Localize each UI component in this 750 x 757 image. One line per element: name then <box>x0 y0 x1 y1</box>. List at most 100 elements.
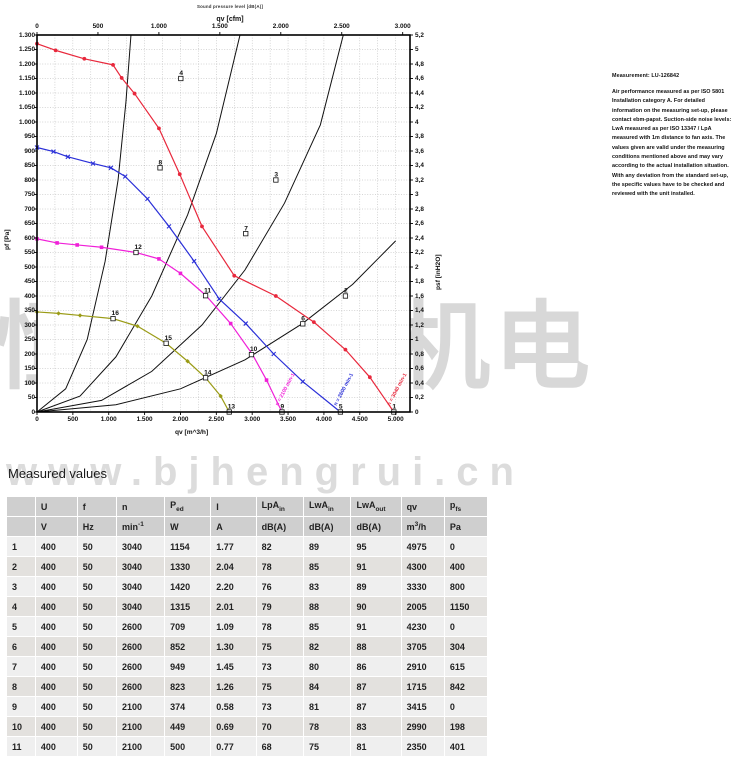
ytick-label-left: 150 <box>24 365 35 373</box>
cell-lwaout: 91 <box>350 616 402 637</box>
unit-i: A <box>210 516 257 537</box>
cell-idx: 8 <box>6 676 36 697</box>
operating-point-marker <box>248 351 255 358</box>
ytick-label-right: 2,8 <box>415 205 424 213</box>
cell-u: 400 <box>34 596 78 617</box>
col-lpa-in: LpAin <box>255 496 305 517</box>
ytick-label-left: 400 <box>24 292 35 300</box>
ytick-label-left: 1.250 <box>19 46 35 54</box>
unit-lpa-in: dB(A) <box>255 516 305 537</box>
cell-pfs: 0 <box>443 536 489 557</box>
xtick-label-bottom: 5.000 <box>387 416 404 423</box>
cell-n: 3040 <box>116 576 166 597</box>
cell-pfs: 304 <box>443 636 489 657</box>
operating-point-marker <box>133 249 139 256</box>
cell-lwain: 83 <box>302 576 352 597</box>
marker-point <box>191 258 197 264</box>
cell-pfs: 800 <box>443 576 489 597</box>
cell-u: 400 <box>34 576 78 597</box>
col-index <box>6 496 36 517</box>
ytick-label-left: 200 <box>24 350 35 358</box>
table-row: 3 400 50 3040 1420 2.20 76 83 89 3330 800 <box>6 576 489 597</box>
cell-qv: 3415 <box>400 696 445 717</box>
bottom-axis-title: qv [m^3/h] <box>175 429 209 436</box>
ytick-label-right: 1,2 <box>415 321 424 329</box>
ytick-label-right: 3 <box>415 191 419 199</box>
ytick-label-left: 1.100 <box>19 89 35 97</box>
cell-i: 2.20 <box>210 576 257 597</box>
unit-p-fs: Pa <box>443 516 489 537</box>
cell-p: 449 <box>164 716 212 737</box>
cell-u: 400 <box>34 736 78 757</box>
cell-u: 400 <box>34 536 78 557</box>
ytick-label-left: 1.300 <box>19 31 35 39</box>
table-body: 1 400 50 3040 1154 1.77 82 89 95 4975 0 2 400 50 3040 1… <box>6 536 489 757</box>
cell-lwaout: 88 <box>350 636 402 657</box>
cell-f: 50 <box>76 576 118 597</box>
xtick-label-bottom: 4.500 <box>351 416 368 423</box>
cell-n: 2600 <box>116 656 166 677</box>
table-row: 5 400 50 2600 709 1.09 78 85 91 4230 0 <box>6 616 489 637</box>
cell-idx: 3 <box>6 576 36 597</box>
marker-point <box>343 347 348 352</box>
cell-f: 50 <box>76 716 118 737</box>
marker-point <box>200 224 204 229</box>
marker-point <box>65 154 71 160</box>
operating-point-marker <box>300 321 306 327</box>
xtick-label-bottom: 2.000 <box>172 416 189 423</box>
operating-point-label: 6 <box>301 315 305 322</box>
ytick-label-right: 0 <box>415 408 419 416</box>
ytick-label-left: 500 <box>24 263 35 271</box>
ytick-label-right: 5,2 <box>415 31 424 39</box>
left-axis-title: pf [Pa] <box>4 229 11 250</box>
cell-idx: 4 <box>6 596 36 617</box>
col-n: n <box>116 496 166 517</box>
xtick-label-bottom: 3.000 <box>244 416 261 423</box>
cell-f: 50 <box>76 556 118 577</box>
operating-point-marker <box>202 375 209 381</box>
cell-lpain: 82 <box>255 536 305 557</box>
cell-pfs: 198 <box>443 716 489 737</box>
unit-f: Hz <box>76 516 118 537</box>
ytick-label-left: 1.050 <box>19 104 35 112</box>
cell-idx: 9 <box>6 696 36 717</box>
operating-point-label: 4 <box>179 70 183 77</box>
marker-point <box>55 241 59 245</box>
marker-point <box>56 311 61 316</box>
cell-i: 1.45 <box>210 656 257 677</box>
col-lwa-in: LwAin <box>302 496 352 517</box>
cell-qv: 2005 <box>400 596 445 617</box>
top-axis-title: qv [cfm] <box>216 16 244 23</box>
cell-i: 0.69 <box>210 716 257 737</box>
cell-f: 50 <box>76 696 118 717</box>
right-axis-title: psf [inH2O] <box>435 254 442 290</box>
operating-point-label: 7 <box>244 225 248 232</box>
cell-lwain: 84 <box>302 676 352 697</box>
operating-point-label: 9 <box>280 404 284 411</box>
marker-point <box>218 393 223 399</box>
cell-lpain: 78 <box>255 556 305 577</box>
fan-curve-1 <box>36 146 341 413</box>
ytick-label-right: 4,4 <box>415 89 424 97</box>
xtick-label-top: 500 <box>92 23 104 30</box>
cell-i: 2.01 <box>210 596 257 617</box>
unit-qv: m3/h <box>400 516 445 537</box>
xtick-label-top: 0 <box>35 23 39 30</box>
ytick-label-right: 0,2 <box>415 394 424 402</box>
operating-point-label: 5 <box>339 404 343 411</box>
cell-i: 1.09 <box>210 616 257 637</box>
xtick-label-top: 1.000 <box>150 23 167 30</box>
ytick-label-left: 300 <box>24 321 35 329</box>
ytick-label-left: 750 <box>24 191 35 199</box>
ytick-label-right: 4,2 <box>415 104 424 112</box>
marker-point <box>99 245 104 250</box>
cell-p: 374 <box>164 696 212 717</box>
xtick-label-top: 3.000 <box>394 23 411 30</box>
cell-i: 2.04 <box>210 556 257 577</box>
ytick-label-right: 1,6 <box>415 292 424 300</box>
measurement-note-body: Air performance measured as per ISO 5801… <box>612 89 732 198</box>
cell-n: 2600 <box>116 616 166 637</box>
plot-background <box>37 35 410 412</box>
ytick-label-right: 3,4 <box>415 162 424 170</box>
cell-pfs: 842 <box>443 676 489 697</box>
